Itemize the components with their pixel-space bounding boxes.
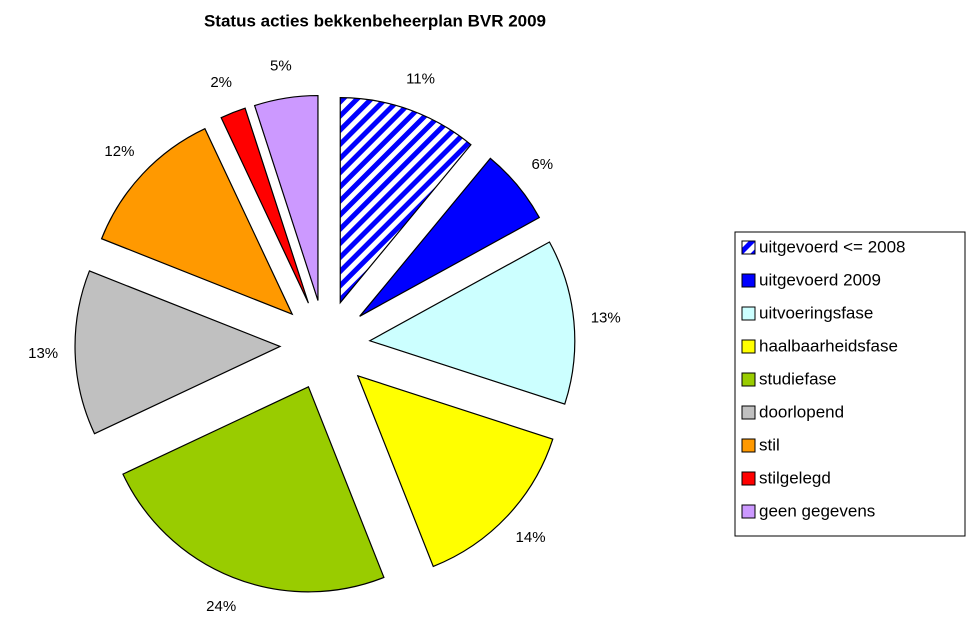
legend-swatch — [741, 405, 756, 420]
legend-label: stilgelegd — [759, 468, 831, 487]
legend-swatch — [741, 306, 756, 321]
legend-swatch — [741, 339, 756, 354]
legend-label: studiefase — [759, 369, 837, 388]
legend-swatch — [741, 240, 756, 255]
legend-box — [734, 231, 966, 537]
data-label: 11% — [406, 71, 435, 88]
data-label: 14% — [516, 529, 546, 546]
data-label: 13% — [591, 309, 621, 326]
pie-slice — [368, 241, 576, 405]
data-label: 12% — [104, 143, 134, 160]
legend-label: uitvoeringsfase — [759, 303, 873, 322]
chart-title: Status acties bekkenbeheerplan BVR 2009 — [204, 11, 546, 30]
pie-slice — [100, 127, 294, 316]
legend-label: uitgevoerd 2009 — [759, 270, 881, 289]
data-label: 5% — [270, 57, 292, 74]
legend-swatch — [741, 273, 756, 288]
pie-slice — [122, 386, 385, 593]
legend-label: haalbaarheidsfase — [759, 336, 898, 355]
legend-label: geen gegevens — [759, 501, 875, 520]
pie-slice — [253, 94, 319, 301]
legend-label: uitgevoerd <= 2008 — [759, 237, 906, 256]
pie-slice — [220, 107, 310, 304]
pie-slice — [356, 374, 554, 568]
legend-swatch — [741, 372, 756, 387]
legend-label: stil — [759, 435, 780, 454]
legend-swatch — [741, 438, 756, 453]
pie-slice — [74, 270, 282, 435]
legend-label: doorlopend — [759, 402, 844, 421]
data-label: 24% — [206, 598, 236, 615]
pie-slice — [359, 157, 541, 317]
legend-swatch — [741, 471, 756, 486]
data-label: 13% — [28, 345, 58, 362]
legend-swatch — [741, 504, 756, 519]
data-label: 2% — [210, 74, 232, 91]
pie-slice — [339, 97, 472, 305]
data-label: 6% — [531, 156, 553, 173]
